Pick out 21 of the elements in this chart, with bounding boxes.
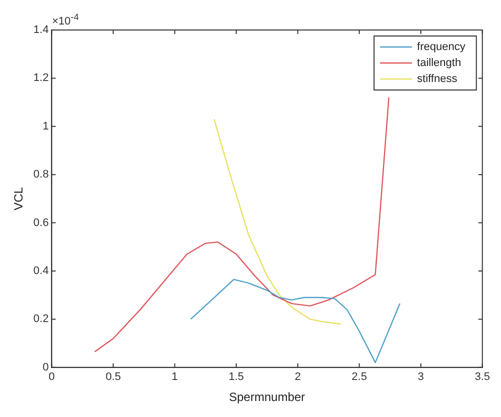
x-tick-label: 2 — [294, 371, 301, 384]
y-tick-label: 1.4 — [33, 24, 49, 36]
legend-label: frequency — [417, 41, 466, 54]
y-axis-title: VCL — [12, 186, 26, 210]
text: ×10$^{-4}$ — [52, 12, 79, 28]
x-tick-label: 1 — [172, 371, 178, 384]
x-tick-label: 0.5 — [106, 371, 121, 384]
legend-label: taillength — [417, 57, 462, 70]
y-tick-label: 0 — [42, 361, 49, 374]
x-tick-label: 1.5 — [228, 371, 244, 384]
y-tick-label: 1 — [42, 120, 49, 132]
y-tick-label: 0.8 — [33, 168, 49, 181]
y-tick-label: 1.2 — [33, 72, 49, 84]
legend-label: stiffness — [417, 73, 458, 86]
x-tick-label: 2.5 — [352, 371, 367, 384]
y-tick-label: 0.4 — [33, 265, 49, 278]
y-tick-label: 0.6 — [33, 216, 49, 229]
x-tick-label: 3.5 — [474, 371, 490, 384]
x-axis-title: Spermnumber — [229, 390, 306, 404]
y-tick-label: 0.2 — [33, 313, 49, 326]
x-tick-label: 3 — [418, 371, 424, 384]
